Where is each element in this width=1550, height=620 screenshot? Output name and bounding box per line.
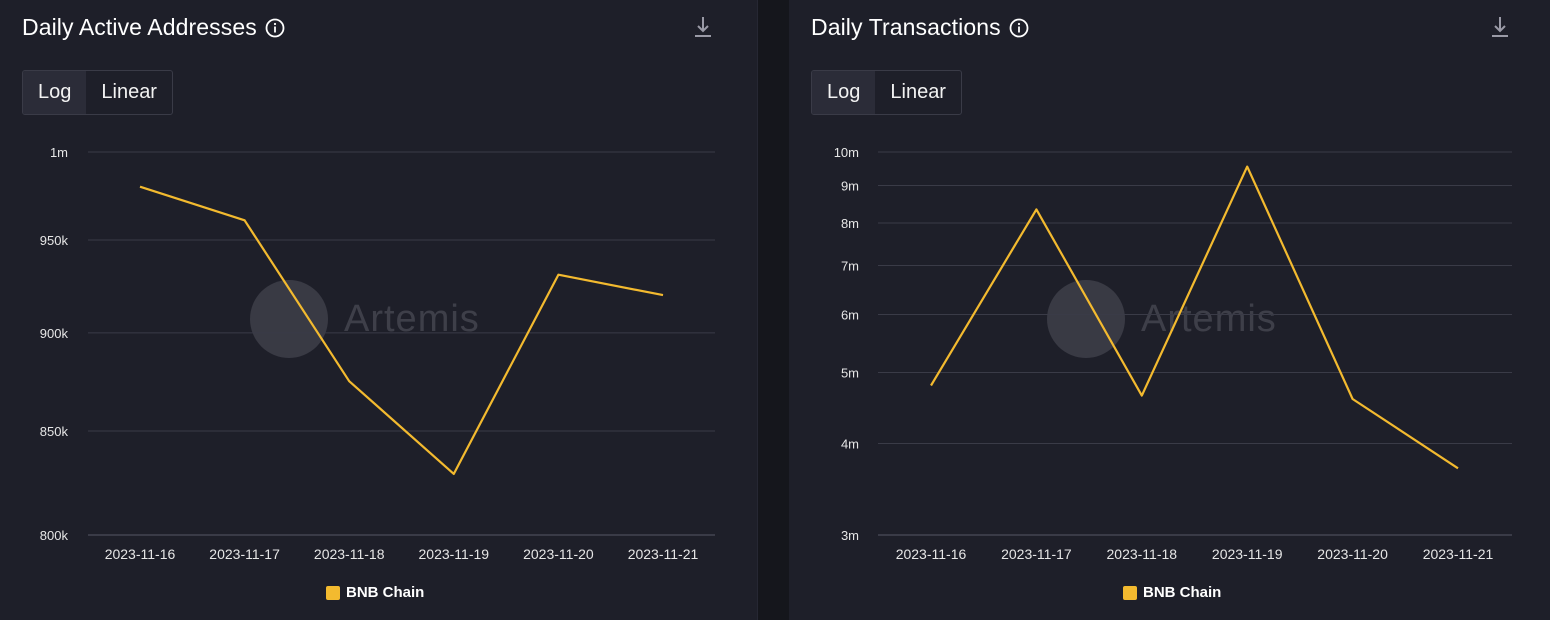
y-tick-label: 3m [841,528,859,543]
log-scale-button[interactable]: Log [812,71,876,114]
series-line-bnb-chain[interactable] [930,165,1459,470]
legend[interactable]: BNB Chain [326,584,424,601]
chart-title: Daily Transactions [811,14,1029,41]
legend-label: BNB Chain [346,584,425,601]
chart-daily-active-addresses: 800k 850k 900k 950k 1m 2023-11-16 2023-11-17 20… [40,145,715,562]
x-tick-label: 2023-11-21 [1423,546,1494,562]
x-tick-label: 2023-11-20 [1317,546,1388,562]
artemis-logo-icon [250,280,328,358]
y-tick-label: 7m [841,258,859,273]
y-tick-label: 8m [841,216,859,231]
panel-divider [757,0,790,620]
download-icon[interactable] [694,16,712,40]
y-tick-label: 9m [841,179,859,194]
y-tick-label: 850k [40,424,69,439]
x-tick-label: 2023-11-16 [105,546,176,562]
x-tick-label: 2023-11-20 [523,546,594,562]
chart-card-daily-active-addresses: Daily Active Addresses Log Linear Artemi… [0,0,757,620]
chart-title-text: Daily Transactions [811,14,1001,40]
series-line-bnb-chain[interactable] [139,185,664,475]
x-tick-label: 2023-11-18 [1107,546,1178,562]
legend-swatch [326,585,340,600]
chart-daily-transactions: 3m 4m 5m 6m 7m 8m 9m 10m 2023-11-16 2023-11-17 202… [834,145,1512,562]
x-tick-label: 2023-11-21 [628,546,699,562]
legend-swatch [1123,585,1137,600]
linear-scale-button[interactable]: Linear [101,81,157,103]
y-tick-label: 1m [50,145,68,160]
chart-title: Daily Active Addresses [22,14,285,41]
chart-title-text: Daily Active Addresses [22,14,257,40]
download-icon[interactable] [1491,16,1509,40]
x-tick-label: 2023-11-16 [896,546,967,562]
chart-card-daily-transactions: Daily Transactions Log Linear Artemis 3m… [789,0,1550,620]
y-tick-label: 4m [841,436,859,451]
x-tick-label: 2023-11-17 [209,546,280,562]
y-tick-label: 6m [841,308,859,323]
x-tick-label: 2023-11-18 [314,546,385,562]
legend[interactable]: BNB Chain [1123,584,1221,601]
y-tick-label: 10m [834,145,859,160]
y-tick-label: 900k [40,326,69,341]
legend-label: BNB Chain [1143,584,1222,601]
log-scale-button[interactable]: Log [23,71,87,114]
y-tick-label: 5m [841,365,859,380]
y-tick-label: 950k [40,233,69,248]
scale-toggle: Log Linear [811,70,962,115]
x-tick-label: 2023-11-19 [1212,546,1283,562]
watermark-text: Artemis [1141,297,1277,340]
info-icon[interactable] [1009,18,1029,38]
scale-toggle: Log Linear [22,70,173,115]
info-icon[interactable] [265,18,285,38]
x-tick-label: 2023-11-19 [419,546,490,562]
linear-scale-button[interactable]: Linear [890,81,946,103]
y-tick-label: 800k [40,528,69,543]
artemis-watermark: Artemis [250,280,480,358]
x-tick-label: 2023-11-17 [1001,546,1072,562]
